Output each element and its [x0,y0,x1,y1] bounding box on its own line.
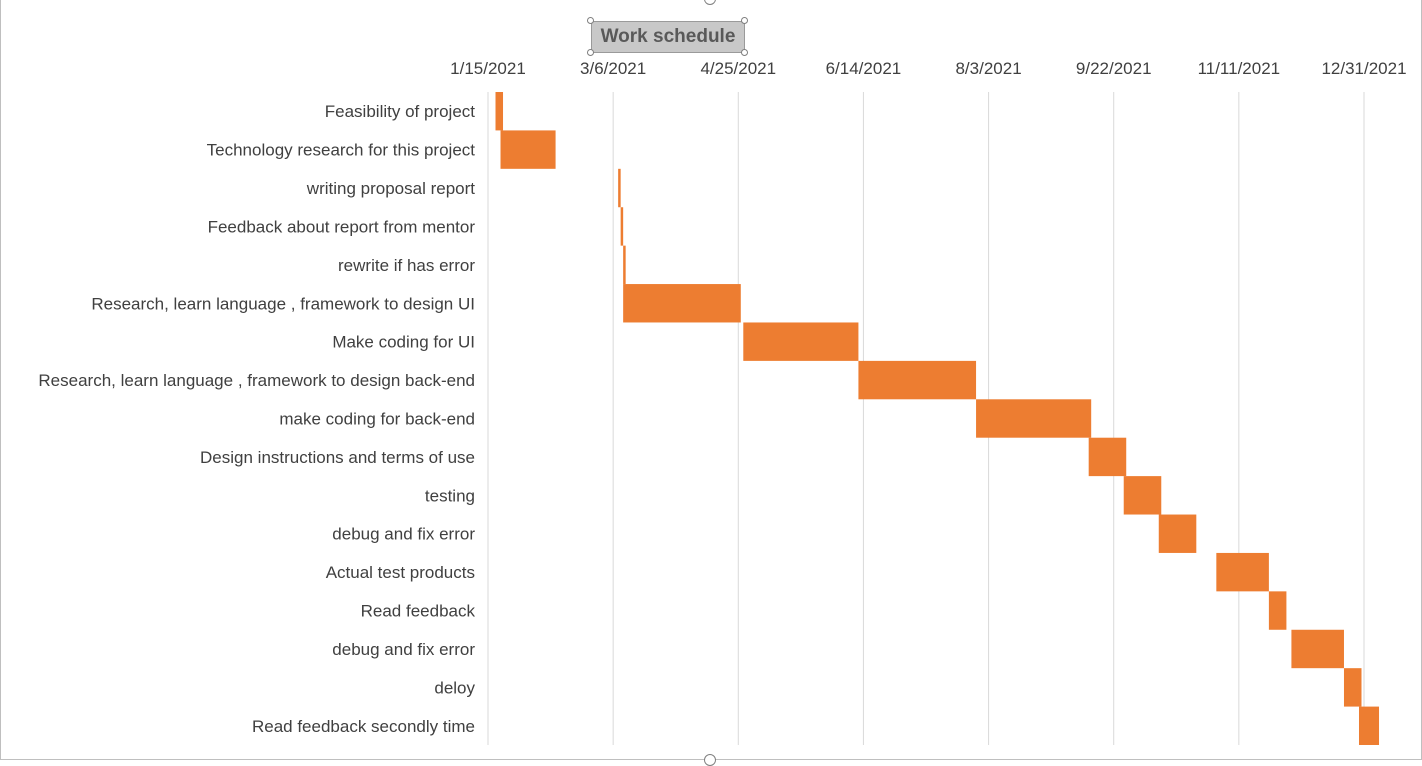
task-bar[interactable] [620,207,624,246]
task-label: Read feedback [361,602,476,621]
task-label: Research, learn language , framework to … [91,294,475,313]
task-label: testing [425,486,475,505]
task-bar[interactable] [500,130,556,169]
task-label: rewrite if has error [338,256,475,275]
task-bar[interactable] [495,92,504,131]
task-label: writing proposal report [306,179,475,198]
task-label: Make coding for UI [332,333,475,352]
task-bar[interactable] [1123,476,1162,515]
task-bar[interactable] [1088,437,1127,477]
task-label: Feedback about report from mentor [208,217,476,236]
x-tick-label: 11/11/2021 [1198,59,1281,78]
chart-resize-handle-bottom[interactable] [704,754,716,766]
x-tick-label: 12/31/2021 [1321,59,1406,78]
task-label: Actual test products [326,563,475,582]
task-bar[interactable] [1358,706,1380,745]
task-label: debug and fix error [332,640,475,659]
task-label: Technology research for this project [207,141,476,160]
x-tick-label: 8/3/2021 [955,59,1021,78]
task-bar[interactable] [618,168,621,208]
task-label: Read feedback secondly time [252,717,475,736]
title-resize-handle-bottom-right[interactable] [741,49,748,56]
task-label: Feasibility of project [325,102,476,121]
title-resize-handle-bottom-left[interactable] [587,49,594,56]
task-label: deloy [434,678,475,697]
task-bar[interactable] [976,399,1092,438]
task-label: debug and fix error [332,525,475,544]
chart-title[interactable]: Work schedule [591,21,745,53]
task-label: make coding for back-end [279,410,475,429]
title-resize-handle-top-right[interactable] [741,17,748,24]
x-tick-label: 9/22/2021 [1076,59,1152,78]
task-bar[interactable] [623,245,626,285]
x-tick-label: 1/15/2021 [450,59,526,78]
task-bar[interactable] [1343,668,1362,707]
task-bar[interactable] [1291,629,1344,669]
task-bar[interactable] [1216,552,1269,592]
task-label: Research, learn language , framework to … [38,371,475,390]
x-tick-label: 6/14/2021 [826,59,902,78]
task-bar[interactable] [1268,591,1287,630]
task-label: Design instructions and terms of use [200,448,475,467]
x-tick-label: 3/6/2021 [580,59,646,78]
x-tick-label: 4/25/2021 [700,59,776,78]
task-bar[interactable] [858,360,977,400]
task-bar[interactable] [623,284,741,323]
task-bar[interactable] [1158,514,1197,553]
title-resize-handle-top-left[interactable] [587,17,594,24]
task-bar[interactable] [743,322,859,361]
